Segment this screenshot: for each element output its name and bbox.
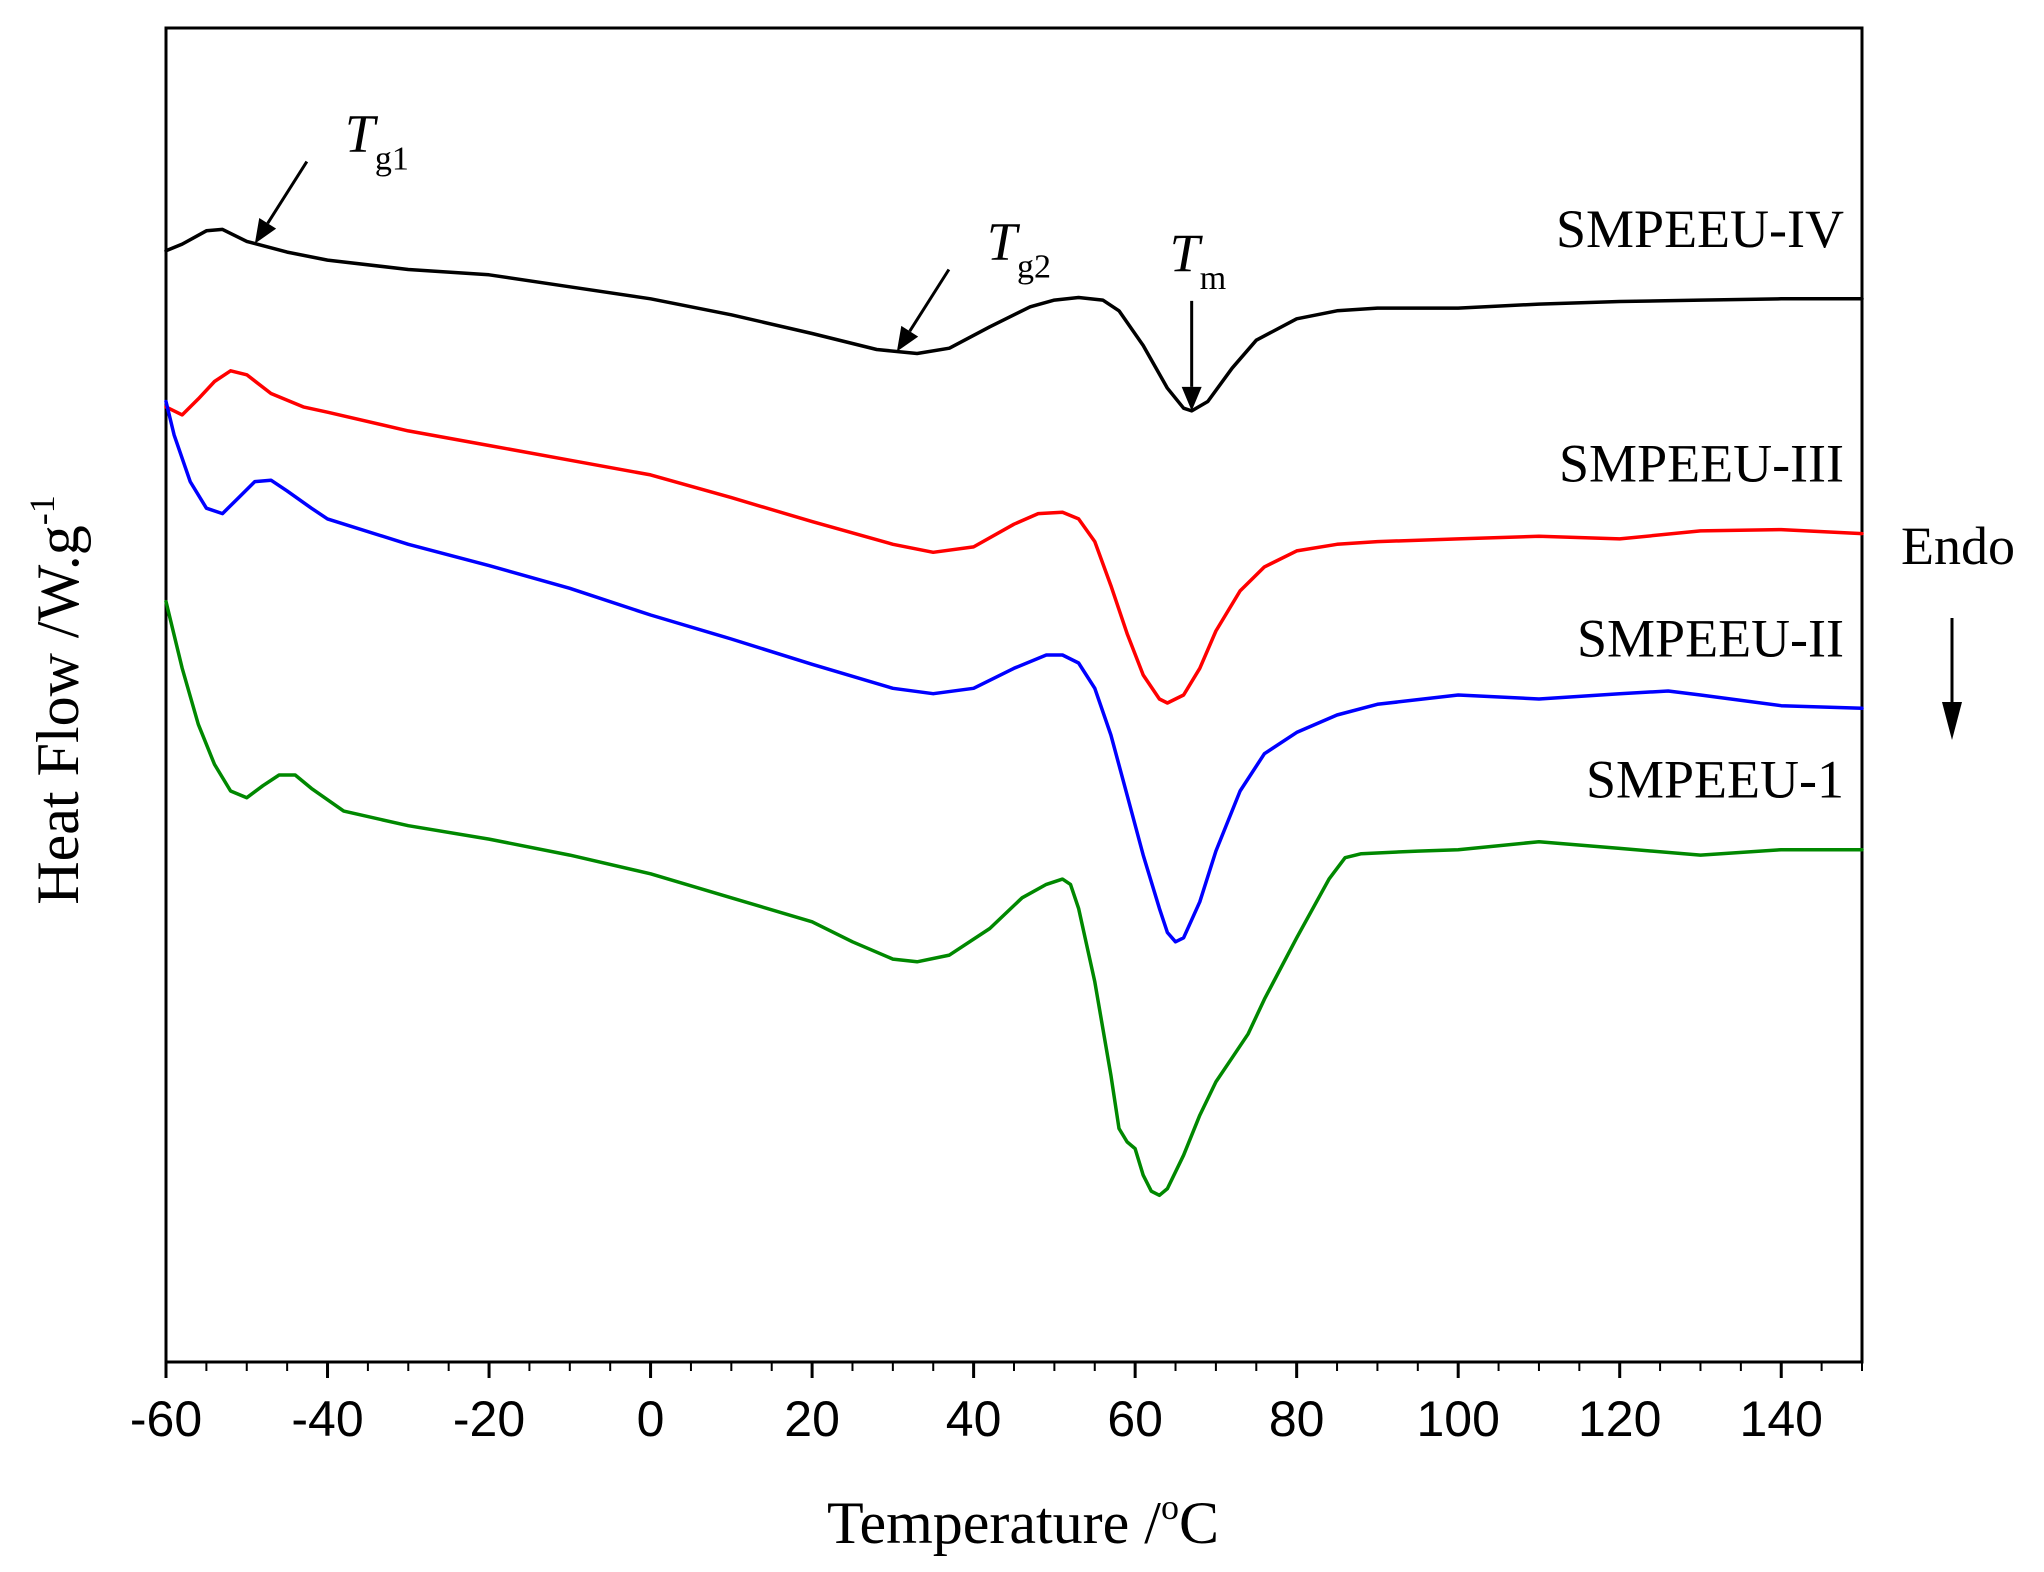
x-tick-label: -40 (291, 1391, 363, 1447)
arrow-head (254, 217, 277, 244)
endo-label: Endo (1901, 516, 2015, 576)
annotation-arrow-tm-icon (1181, 300, 1202, 411)
annotation-label-tg1: Tg1 (345, 104, 409, 178)
arrow-shaft (266, 160, 309, 225)
series-label-smpeeu-iii: SMPEEU-III (1559, 434, 1844, 494)
x-tick-label: 80 (1269, 1391, 1325, 1447)
y-axis-title: Heat Flow /W.g-1 (22, 495, 91, 904)
x-axis-title: Temperature /oC (827, 1487, 1219, 1556)
axes: -60 -40 -20 0 20 40 60 80 100 120 140 (130, 26, 1864, 1447)
series-label-smpeeu-ii: SMPEEU-II (1577, 608, 1844, 668)
series-labels: SMPEEU-IV SMPEEU-III SMPEEU-II SMPEEU-1 (1556, 199, 1844, 810)
x-tick-label: 0 (637, 1391, 665, 1447)
series-lines (164, 227, 1864, 1198)
x-tick-label: 40 (946, 1391, 1002, 1447)
arrow-shaft (908, 268, 951, 333)
series-label-smpeeu-1: SMPEEU-1 (1586, 750, 1844, 810)
annotation-arrow-tg1-icon (254, 160, 309, 244)
annotation-arrow-tg2-icon (896, 268, 951, 352)
annotation-label-tm: Tm (1170, 223, 1227, 297)
arrow-head (1181, 386, 1202, 411)
annotations: Tg1 Tg2 Tm (254, 104, 1227, 411)
x-tick-label: -20 (453, 1391, 525, 1447)
x-tick-label: 120 (1578, 1391, 1661, 1447)
series-line-smpeeu-ii (164, 399, 1864, 944)
x-tick-label: -60 (130, 1391, 202, 1447)
series-line-smpeeu-iii (164, 369, 1864, 705)
annotation-label-tg2: Tg2 (987, 211, 1051, 285)
series-line-smpeeu-1 (164, 599, 1864, 1198)
series-label-smpeeu-iv: SMPEEU-IV (1556, 199, 1844, 259)
x-tick-label: 60 (1107, 1391, 1163, 1447)
x-tick-label: 20 (784, 1391, 840, 1447)
x-tick-label: 140 (1740, 1391, 1823, 1447)
x-tick-label: 100 (1416, 1391, 1499, 1447)
series-line-smpeeu-iv (164, 227, 1864, 413)
arrow-head (896, 325, 919, 352)
endo-arrow-icon (1942, 618, 1962, 740)
